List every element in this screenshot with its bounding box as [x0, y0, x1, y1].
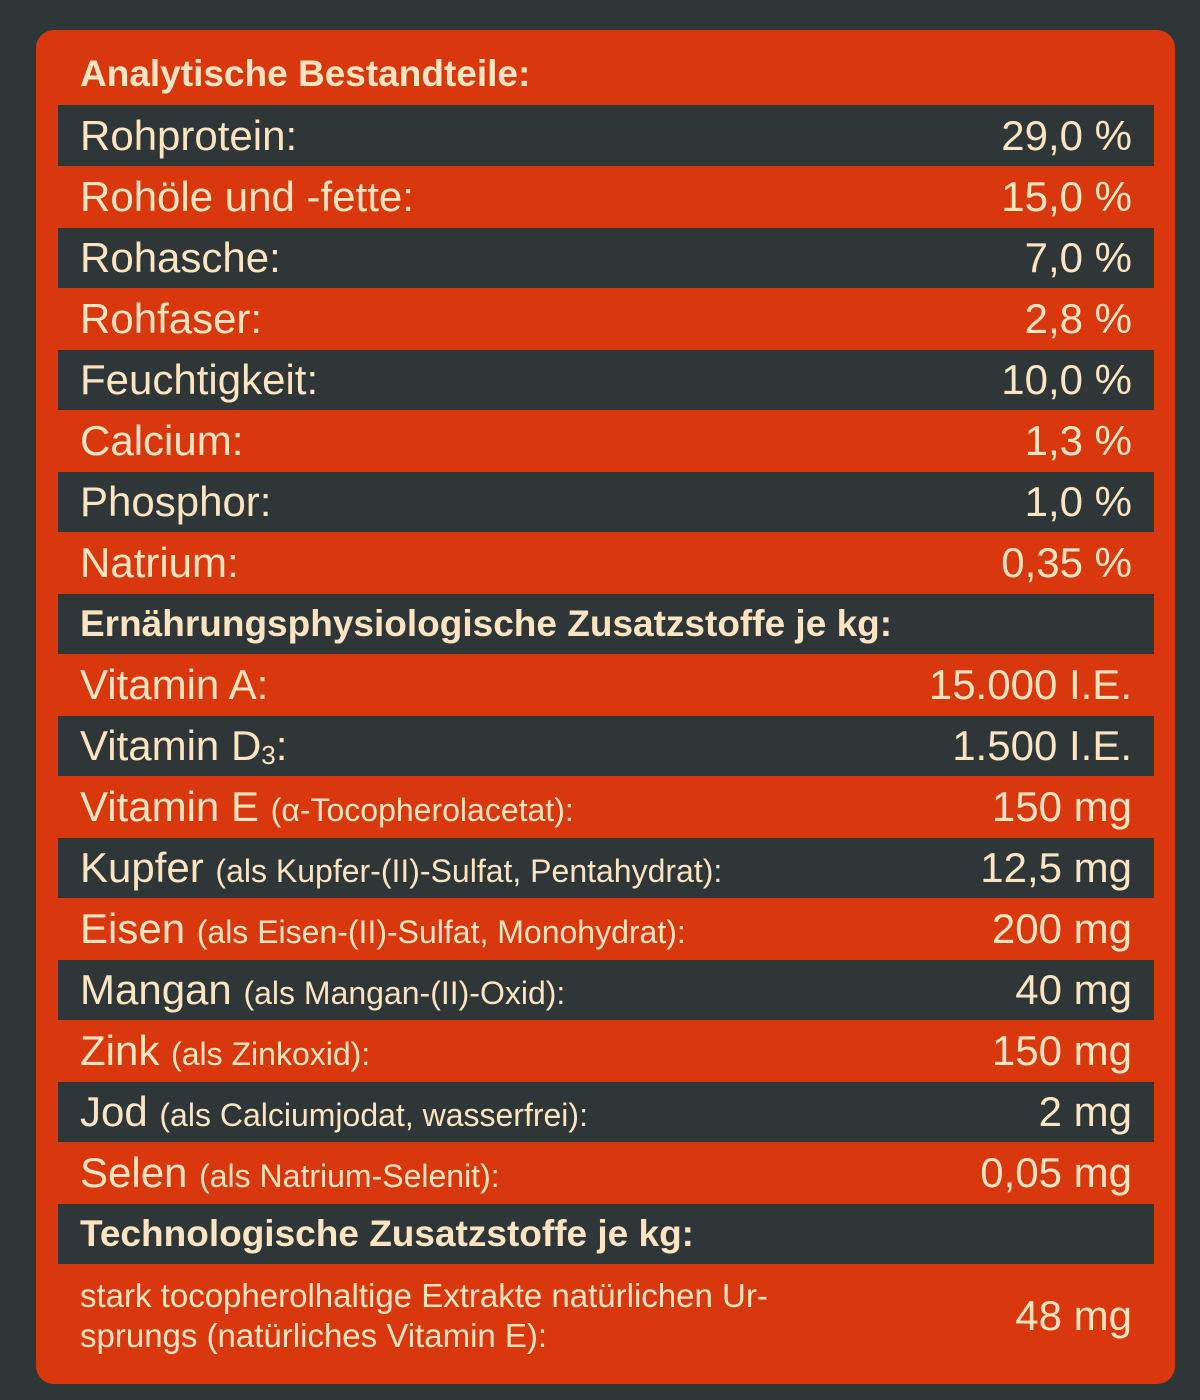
- row-label: Calcium:: [80, 417, 244, 464]
- table-row: Feuchtigkeit: 10,0 %: [58, 350, 1154, 410]
- row-label: Jod (als Calciumjodat, wasserfrei):: [80, 1088, 588, 1136]
- row-value: 7,0 %: [1024, 234, 1132, 281]
- row-label: Natrium:: [80, 539, 239, 586]
- row-label: Vitamin E (α-Tocopherolacetat):: [80, 783, 574, 831]
- table-row: Rohasche: 7,0 %: [58, 228, 1154, 288]
- row-label: Rohfaser:: [80, 295, 263, 342]
- nutrient-detail: (als Calciumjodat, wasserfrei):: [159, 1097, 588, 1133]
- row-label: Phosphor:: [80, 478, 272, 525]
- table-row: Jod (als Calciumjodat, wasserfrei): 2 mg: [58, 1082, 1154, 1142]
- row-value: 1,3 %: [1024, 417, 1132, 464]
- nutrient-detail: (als Mangan-(II)-Oxid):: [243, 975, 566, 1011]
- section-heading-ernaehrung: Ernährungsphysiologische Zusatzstoffe je…: [58, 594, 1154, 654]
- row-label: Vitamin D3:: [80, 722, 287, 771]
- row-value: 200 mg: [991, 905, 1132, 952]
- row-value: 15.000 I.E.: [928, 661, 1132, 708]
- nutrient-name: Vitamin A:: [80, 661, 269, 708]
- row-label: Zink (als Zinkoxid):: [80, 1027, 370, 1075]
- table-row: Zink (als Zinkoxid): 150 mg: [58, 1021, 1154, 1081]
- nutrient-name: Eisen: [80, 905, 186, 952]
- row-label: Eisen (als Eisen-(II)-Sulfat, Monohydrat…: [80, 905, 686, 953]
- nutrient-detail: (als Kupfer-(II)-Sulfat, Pentahydrat):: [215, 853, 723, 889]
- table-row: Natrium: 0,35 %: [58, 533, 1154, 593]
- nutrient-detail: :: [275, 721, 288, 769]
- table-row: Mangan (als Mangan-(II)-Oxid): 40 mg: [58, 960, 1154, 1020]
- row-value: 2 mg: [1038, 1088, 1132, 1135]
- table-row: Rohprotein: 29,0 %: [58, 105, 1154, 166]
- row-label: Rohöle und -fette:: [80, 173, 414, 220]
- nutrient-name: Zink: [80, 1027, 160, 1074]
- row-label: Rohasche:: [80, 234, 281, 281]
- table-row: Rohöle und -fette: 15,0 %: [58, 167, 1154, 227]
- nutrient-name: Vitamin E: [80, 783, 259, 830]
- row-label: Rohprotein:: [80, 111, 298, 159]
- row-value: 12,5 mg: [980, 844, 1132, 891]
- section-title: Ernährungsphysiologische Zusatzstoffe je…: [80, 603, 893, 644]
- row-label: Vitamin A:: [80, 661, 268, 709]
- table-row: Calcium: 1,3 %: [58, 411, 1154, 471]
- nutrient-name: Mangan: [80, 966, 232, 1013]
- row-value: 29,0 %: [1001, 111, 1132, 159]
- row-label: Feuchtigkeit:: [80, 356, 319, 403]
- row-value: 40 mg: [1015, 966, 1132, 1013]
- row-label: Kupfer (als Kupfer-(II)-Sulfat, Pentahyd…: [80, 844, 722, 892]
- section-title: Analytische Bestandteile:: [80, 53, 531, 94]
- nutrient-name: Jod: [80, 1088, 148, 1135]
- table-row: Phosphor: 1,0 %: [58, 472, 1154, 532]
- table-row: Eisen (als Eisen-(II)-Sulfat, Monohydrat…: [58, 899, 1154, 959]
- row-value: 15,0 %: [1001, 173, 1132, 220]
- table-row: stark tocopherolhaltige Extrakte natürli…: [58, 1266, 1154, 1366]
- nutrient-name: Kupfer: [80, 844, 204, 891]
- label-line: stark tocopherolhaltige Extrakte natürli…: [80, 1277, 768, 1314]
- row-label: Selen (als Natrium-Selenit):: [80, 1149, 500, 1197]
- table-row: Kupfer (als Kupfer-(II)-Sulfat, Pentahyd…: [58, 838, 1154, 898]
- table-row: Vitamin E (α-Tocopherolacetat): 150 mg: [58, 777, 1154, 837]
- subscript: 3: [261, 739, 276, 770]
- row-label: stark tocopherolhaltige Extrakte natürli…: [80, 1276, 768, 1356]
- nutrition-panel: Analytische Bestandteile: Rohprotein: 29…: [36, 30, 1175, 1384]
- table-row: Rohfaser: 2,8 %: [58, 289, 1154, 349]
- table-row: Vitamin A: 15.000 I.E.: [58, 655, 1154, 715]
- label-line: sprungs (natürliches Vitamin E):: [80, 1317, 548, 1354]
- table-row: Vitamin D3: 1.500 I.E.: [58, 716, 1154, 776]
- row-value: 0,05 mg: [980, 1149, 1132, 1196]
- table-row: Selen (als Natrium-Selenit): 0,05 mg: [58, 1143, 1154, 1203]
- section-heading-analytisch: Analytische Bestandteile:: [58, 44, 1154, 104]
- nutrient-name: Vitamin D: [80, 721, 262, 769]
- nutrient-detail: (als Eisen-(II)-Sulfat, Monohydrat):: [196, 914, 686, 950]
- row-value: 150 mg: [991, 1027, 1132, 1074]
- row-value: 150 mg: [991, 783, 1132, 830]
- nutrient-detail: (als Zinkoxid):: [171, 1036, 371, 1072]
- row-value: 1.500 I.E.: [952, 722, 1132, 769]
- row-value: 10,0 %: [1001, 356, 1132, 403]
- row-value: 0,35 %: [1001, 539, 1132, 586]
- section-title: Technologische Zusatzstoffe je kg:: [80, 1213, 695, 1254]
- nutrient-name: Selen: [80, 1149, 188, 1196]
- nutrient-detail: (als Natrium-Selenit):: [199, 1158, 500, 1194]
- section-heading-technologisch: Technologische Zusatzstoffe je kg:: [58, 1204, 1154, 1264]
- nutrient-detail: (α-Tocopherolacetat):: [270, 792, 574, 828]
- row-value: 1,0 %: [1024, 478, 1132, 525]
- row-value: 2,8 %: [1024, 295, 1132, 342]
- row-value: 48 mg: [1015, 1292, 1132, 1339]
- row-label: Mangan (als Mangan-(II)-Oxid):: [80, 966, 565, 1014]
